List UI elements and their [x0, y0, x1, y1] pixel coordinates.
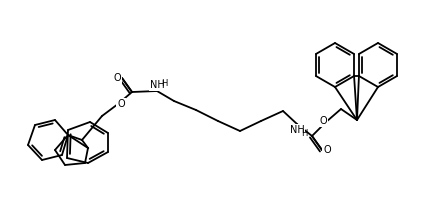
- Text: O: O: [319, 116, 327, 126]
- Text: NH: NH: [149, 80, 164, 90]
- Text: NH: NH: [290, 125, 304, 135]
- Text: H: H: [161, 79, 167, 87]
- Text: H: H: [301, 129, 307, 137]
- Text: O: O: [113, 73, 121, 83]
- Text: O: O: [117, 99, 125, 109]
- Text: O: O: [323, 145, 331, 155]
